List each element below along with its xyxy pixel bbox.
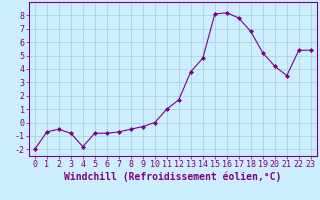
X-axis label: Windchill (Refroidissement éolien,°C): Windchill (Refroidissement éolien,°C): [64, 172, 282, 182]
